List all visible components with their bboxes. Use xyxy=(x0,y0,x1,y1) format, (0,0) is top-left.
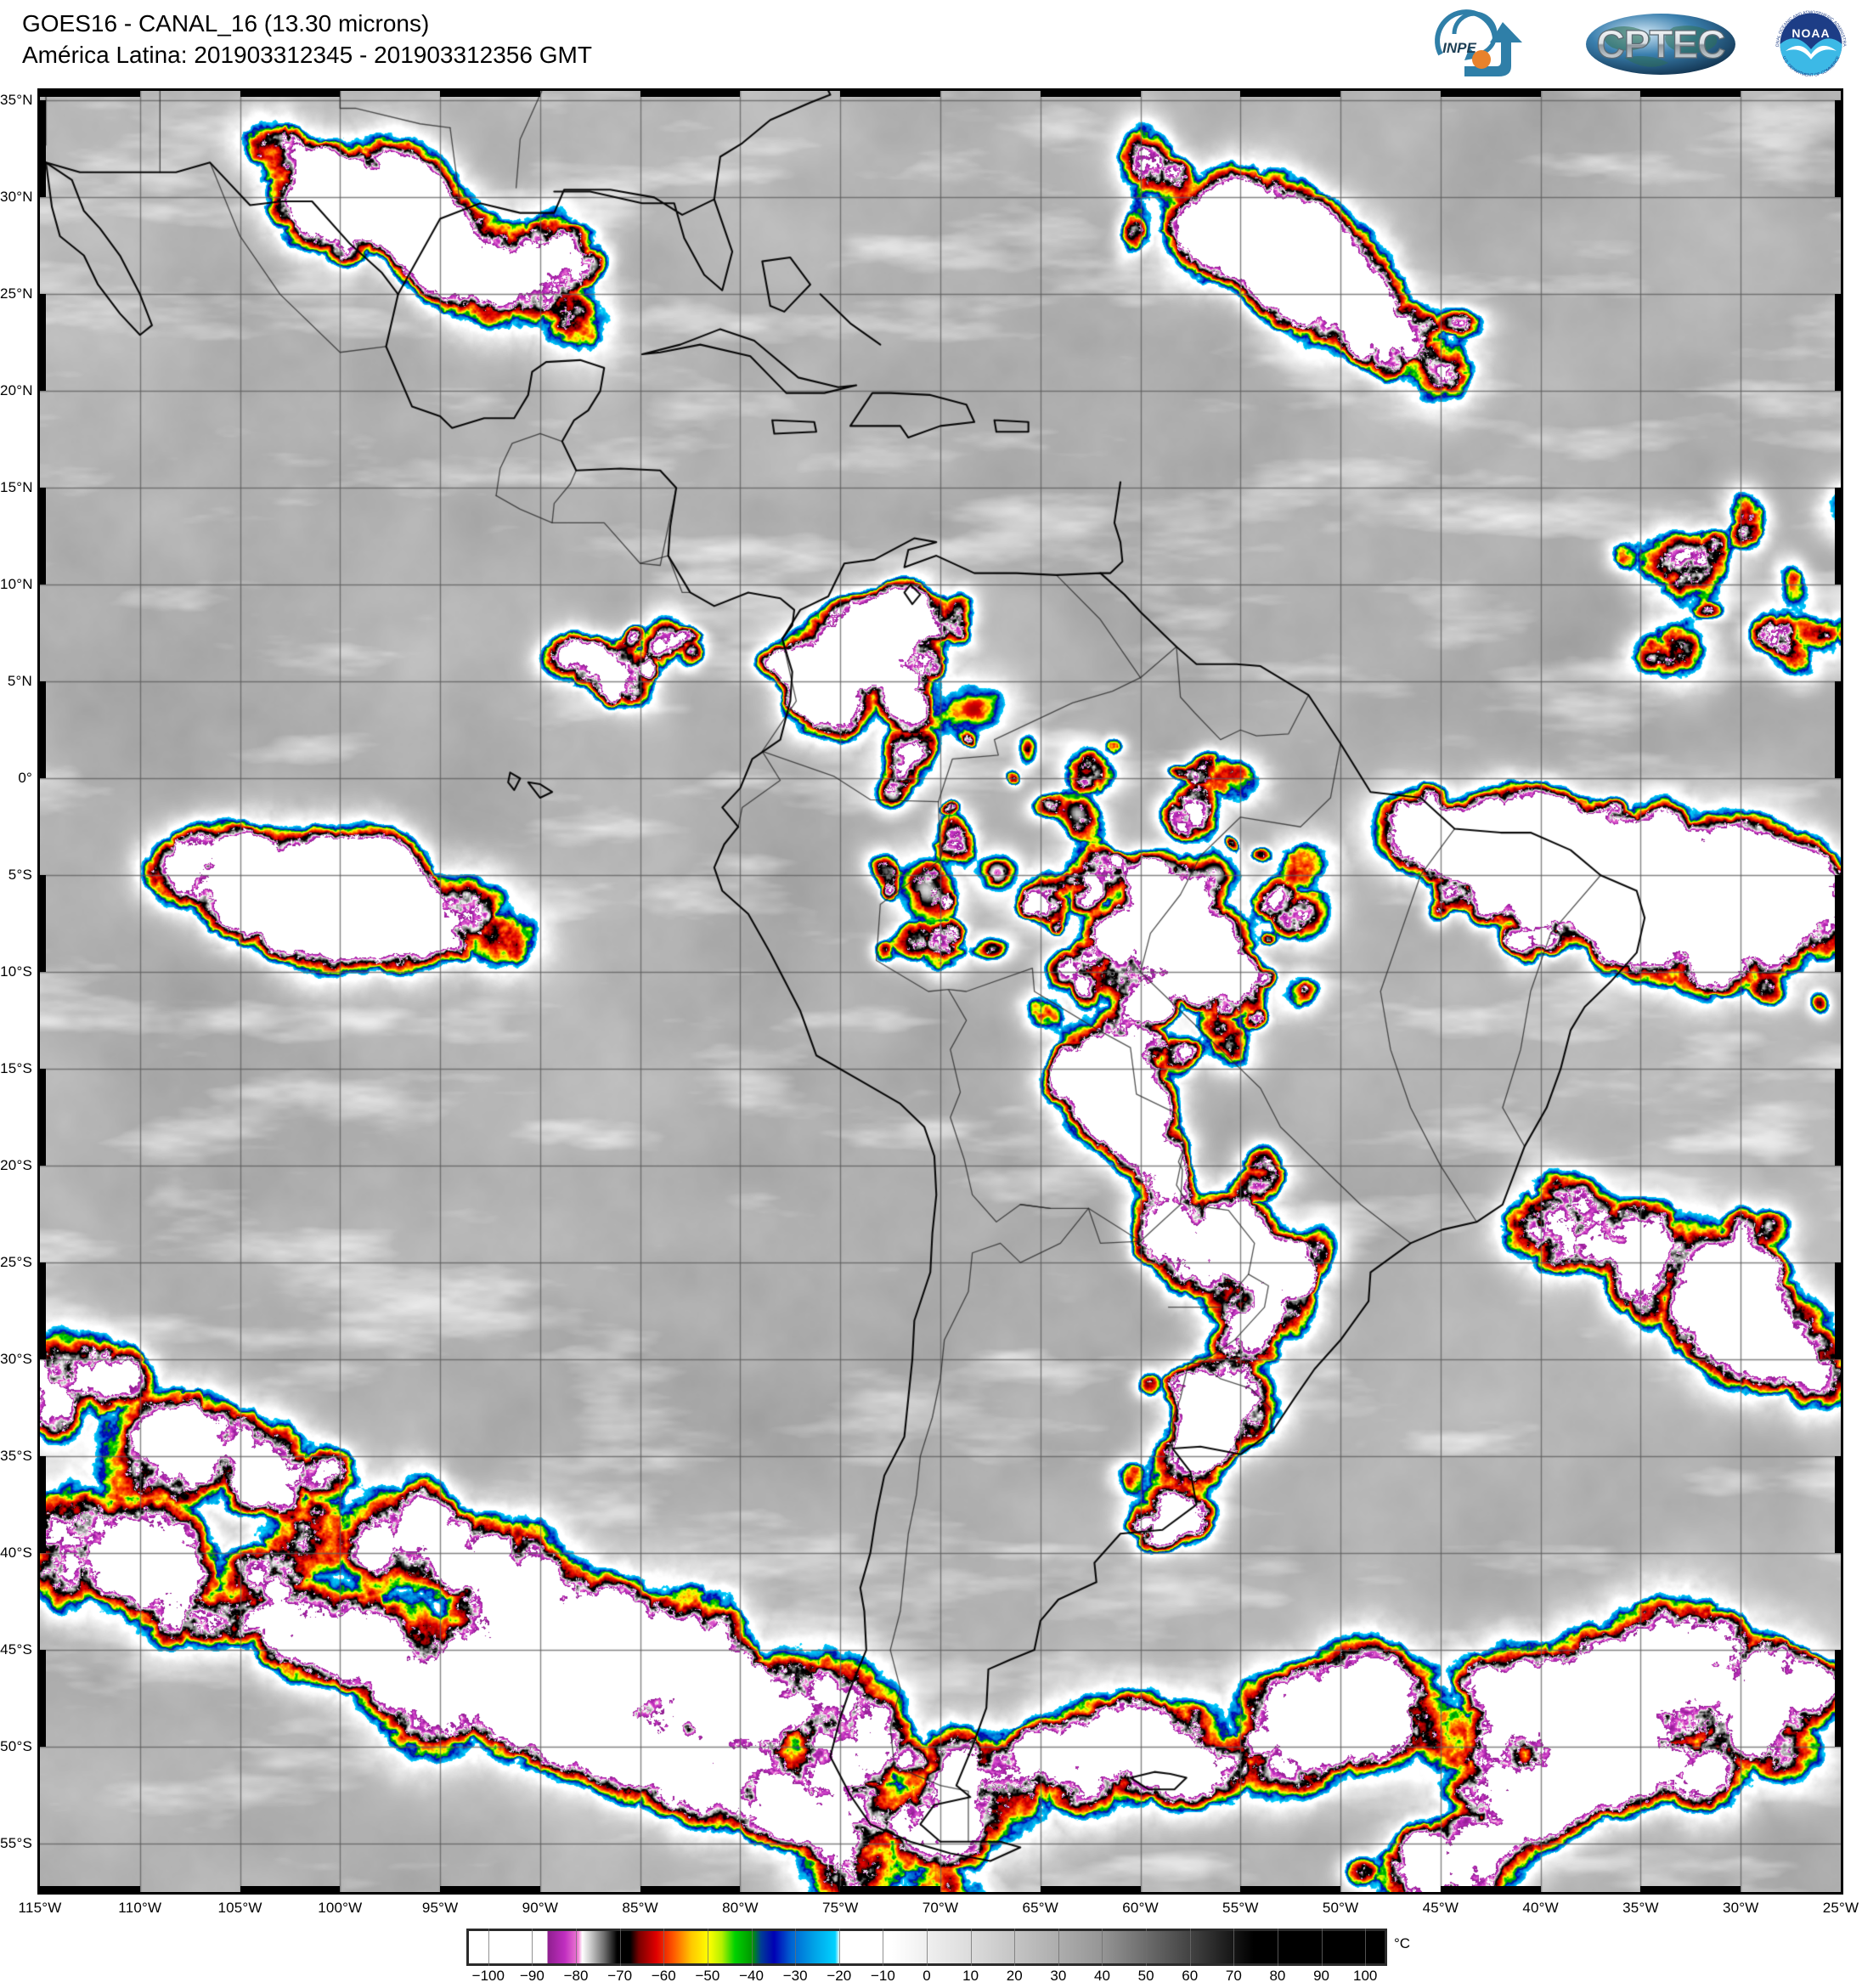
latitude-label: 30°N xyxy=(0,189,33,206)
colorbar-tick-label: 70 xyxy=(1225,1968,1242,1984)
colorbar-tick-label: −20 xyxy=(827,1968,852,1984)
latitude-label: 25°N xyxy=(0,285,33,302)
svg-text:NOAA: NOAA xyxy=(1791,26,1830,40)
colorbar-tick-label: −60 xyxy=(651,1968,676,1984)
longitude-label: 85°W xyxy=(622,1900,658,1916)
colorbar-tick xyxy=(1102,1929,1103,1966)
latitude-label: 35°S xyxy=(0,1448,32,1465)
latitude-label: 5°S xyxy=(8,867,32,884)
colorbar-tick-label: 90 xyxy=(1313,1968,1330,1984)
longitude-label: 60°W xyxy=(1122,1900,1159,1916)
colorbar-tick xyxy=(751,1929,753,1966)
longitude-label: 35°W xyxy=(1622,1900,1659,1916)
colorbar-tick xyxy=(488,1929,489,1966)
latitude-label: 0° xyxy=(18,770,32,787)
cptec-logo-icon: CPTEC xyxy=(1586,14,1735,75)
colorbar-tick xyxy=(927,1929,928,1966)
colorbar-tick-label: −30 xyxy=(782,1968,808,1984)
noaa-logo-icon: NOAA NATIONAL OCEANIC AND ATMOSPHERIC AD… xyxy=(1770,2,1848,82)
colorbar-tick xyxy=(1058,1929,1059,1966)
satellite-image-canvas[interactable] xyxy=(40,91,1841,1892)
colorbar-tick xyxy=(663,1929,665,1966)
latitude-label: 40°S xyxy=(0,1545,32,1562)
latitude-label: 25°S xyxy=(0,1254,32,1271)
colorbar-tick-label: 10 xyxy=(962,1968,979,1984)
svg-text:CPTEC: CPTEC xyxy=(1597,22,1725,66)
colorbar-tick-label: 100 xyxy=(1353,1968,1378,1984)
longitude-label: 55°W xyxy=(1222,1900,1259,1916)
colorbar: −100 −90 −80 −70 −60 −50 −40 −30 −20 −10 0 10 20 30 40… xyxy=(0,1913,1862,1984)
logo-strip: INPE xyxy=(1422,2,1850,85)
longitude-label: 25°W xyxy=(1822,1900,1859,1916)
colorbar-tick-label: 40 xyxy=(1094,1968,1110,1984)
latitude-label: 50°S xyxy=(0,1738,32,1755)
latitude-label: 35°N xyxy=(0,92,33,109)
longitude-label: 95°W xyxy=(421,1900,459,1916)
title-line-region-time: América Latina: 201903312345 - 201903312… xyxy=(22,41,592,68)
colorbar-tick-label: −50 xyxy=(695,1968,720,1984)
colorbar-tick xyxy=(576,1929,578,1966)
colorbar-tick xyxy=(1365,1929,1367,1966)
colorbar-tick xyxy=(838,1929,840,1966)
inpe-logo: INPE xyxy=(1422,5,1549,83)
longitude-label: 40°W xyxy=(1522,1900,1559,1916)
longitude-label: 50°W xyxy=(1322,1900,1359,1916)
colorbar-tick xyxy=(1321,1929,1323,1966)
colorbar-tick-label: −90 xyxy=(520,1968,544,1984)
satellite-map[interactable] xyxy=(37,88,1843,1895)
colorbar-tick-label: −80 xyxy=(563,1968,589,1984)
latitude-label: 20°N xyxy=(0,382,33,399)
svg-text:INPE: INPE xyxy=(1442,40,1476,56)
title-block: GOES16 - CANAL_16 (13.30 microns) Améric… xyxy=(22,8,592,71)
colorbar-tick xyxy=(1189,1929,1191,1966)
colorbar-tick-label: 20 xyxy=(1006,1968,1023,1984)
colorbar-tick-labels: −100 −90 −80 −70 −60 −50 −40 −30 −20 −10 0 10 20 30 40… xyxy=(466,1968,1387,1988)
latitude-label: 15°N xyxy=(0,479,33,496)
cptec-logo: CPTEC xyxy=(1571,5,1750,83)
colorbar-tick-label: −10 xyxy=(870,1968,895,1984)
colorbar-tick-label: −40 xyxy=(739,1968,764,1984)
map-frame-border xyxy=(37,88,1843,1895)
longitude-label: 90°W xyxy=(522,1900,559,1916)
longitude-label: 80°W xyxy=(722,1900,759,1916)
colorbar-unit-label: °C xyxy=(1394,1935,1411,1951)
latitude-label: 30°S xyxy=(0,1351,32,1368)
latitude-label: 45°S xyxy=(0,1641,32,1658)
latitude-label: 10°N xyxy=(0,576,33,593)
colorbar-tick xyxy=(619,1929,621,1966)
colorbar-tick xyxy=(1014,1929,1016,1966)
colorbar-tick xyxy=(795,1929,797,1966)
longitude-label: 30°W xyxy=(1722,1900,1759,1916)
longitude-label: 110°W xyxy=(118,1900,162,1916)
colorbar-tick-label: 80 xyxy=(1269,1968,1286,1984)
latitude-label: 5°N xyxy=(7,673,32,690)
colorbar-tick-label: 50 xyxy=(1137,1968,1154,1984)
colorbar-tick-label: 30 xyxy=(1050,1968,1067,1984)
longitude-label: 70°W xyxy=(922,1900,959,1916)
colorbar-tick xyxy=(1146,1929,1148,1966)
colorbar-tickmarks xyxy=(466,1929,1387,1966)
longitude-label: 65°W xyxy=(1022,1900,1059,1916)
longitude-label: 75°W xyxy=(821,1900,859,1916)
longitude-label: 115°W xyxy=(18,1900,62,1916)
inpe-logo-icon: INPE xyxy=(1435,9,1522,76)
colorbar-tick xyxy=(532,1929,533,1966)
longitude-label: 100°W xyxy=(318,1900,363,1916)
colorbar-tick-label: −70 xyxy=(607,1968,633,1984)
colorbar-tick-label: 0 xyxy=(923,1968,931,1984)
title-line-product: GOES16 - CANAL_16 (13.30 microns) xyxy=(22,10,430,37)
colorbar-tick-label: −100 xyxy=(471,1968,505,1984)
longitude-label: 105°W xyxy=(217,1900,262,1916)
noaa-logo: NOAA NATIONAL OCEANIC AND ATMOSPHERIC AD… xyxy=(1770,2,1850,83)
longitude-label: 45°W xyxy=(1422,1900,1459,1916)
latitude-label: 10°S xyxy=(0,963,32,980)
colorbar-tick xyxy=(1233,1929,1235,1966)
latitude-label: 20°S xyxy=(0,1157,32,1174)
header-bar: GOES16 - CANAL_16 (13.30 microns) Améric… xyxy=(0,0,1862,88)
latitude-label: 55°S xyxy=(0,1835,32,1851)
latitude-label: 15°S xyxy=(0,1060,32,1077)
colorbar-tick xyxy=(970,1929,972,1966)
colorbar-tick-label: 60 xyxy=(1182,1968,1199,1984)
